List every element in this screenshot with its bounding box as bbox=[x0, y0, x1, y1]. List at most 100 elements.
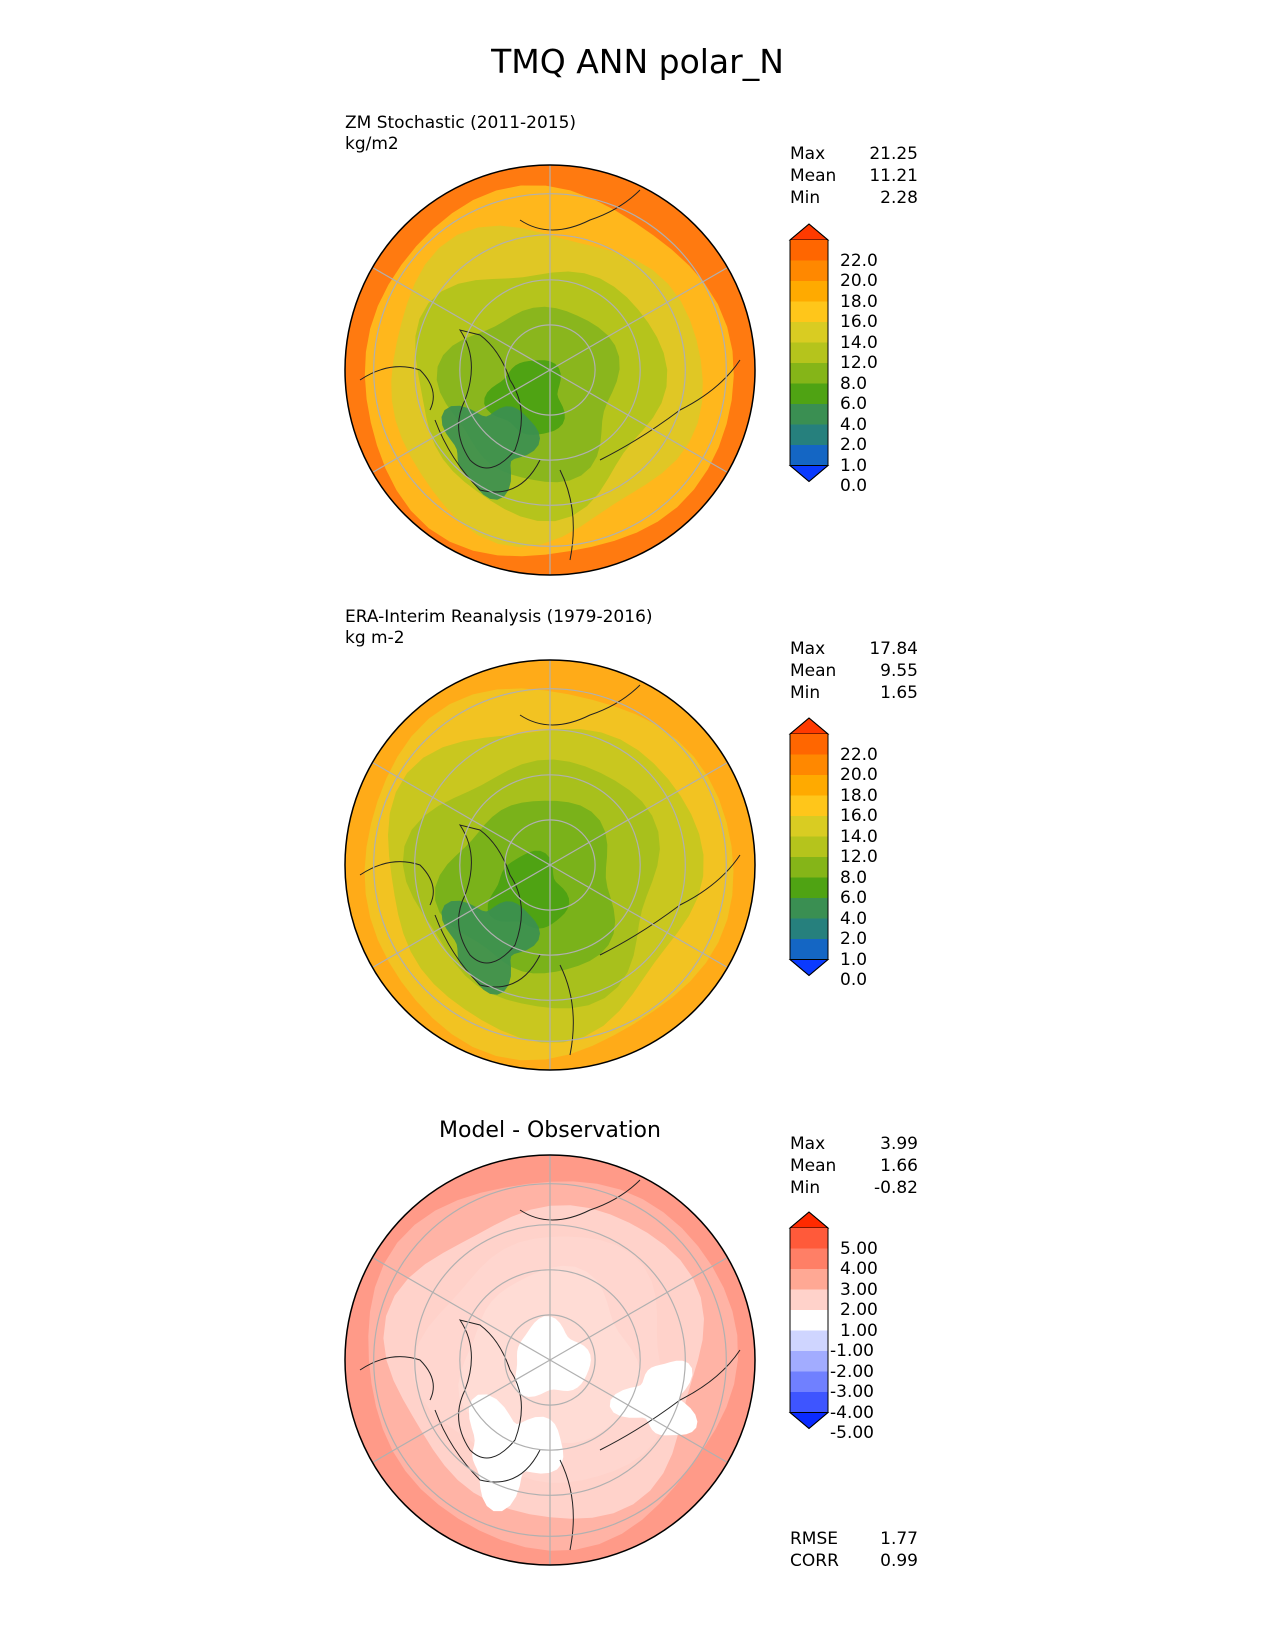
colorbar-tick-label: 16.0 bbox=[840, 312, 878, 332]
colorbar-tick-label: 6.0 bbox=[840, 888, 868, 908]
max-label: Max bbox=[790, 1134, 826, 1154]
colorbar-swatches bbox=[788, 1211, 830, 1430]
colorbar-swatch bbox=[790, 342, 828, 364]
field-contour-core bbox=[515, 1316, 591, 1397]
colorbar-swatches bbox=[788, 223, 830, 483]
rmse-label: RMSE bbox=[790, 1529, 839, 1549]
colorbar-tick-label: 3.00 bbox=[840, 1279, 878, 1300]
colorbar-swatch bbox=[790, 775, 828, 796]
colorbar-swatch bbox=[790, 754, 828, 776]
colorbar-swatch bbox=[790, 445, 828, 466]
colorbar-outline bbox=[789, 223, 829, 483]
colorbar-tick-label: 18.0 bbox=[840, 785, 878, 806]
colorbar-swatch bbox=[790, 281, 828, 302]
colorbar-swatch bbox=[790, 240, 828, 261]
colorbar-tick-label: 4.0 bbox=[840, 908, 868, 929]
panel-test-stats: Max 21.25 Mean 11.21 Min 2.28 bbox=[790, 143, 918, 209]
corr-label: CORR bbox=[790, 1551, 839, 1571]
colorbar-outline bbox=[789, 1211, 829, 1430]
panel-test-name: ZM Stochastic (2011-2015) bbox=[345, 113, 577, 133]
colorbar-tick-label: -3.00 bbox=[830, 1382, 874, 1402]
mean-label: Mean bbox=[790, 661, 837, 681]
colorbar-tick-label: 4.0 bbox=[840, 414, 868, 435]
colorbar-tick-label: 1.0 bbox=[840, 455, 868, 476]
max-value: 17.84 bbox=[869, 639, 918, 659]
colorbar-swatch bbox=[790, 1289, 828, 1311]
colorbar-swatch bbox=[790, 404, 828, 425]
colorbar-swatch bbox=[790, 1351, 828, 1372]
colorbar-extend-min bbox=[788, 1412, 830, 1430]
max-value: 3.99 bbox=[880, 1134, 918, 1154]
polar-map-diff bbox=[344, 1154, 756, 1566]
colorbar-tick-label: 22.0 bbox=[840, 744, 878, 765]
mean-value: 9.55 bbox=[880, 661, 918, 681]
colorbar-tick-label: 6.0 bbox=[840, 394, 868, 414]
colorbar-swatch bbox=[790, 1392, 828, 1413]
colorbar-tick-label: 0.0 bbox=[840, 476, 868, 496]
colorbar-swatch bbox=[790, 1310, 828, 1331]
max-value: 21.25 bbox=[869, 144, 918, 164]
colorbar-tick-label: 14.0 bbox=[840, 332, 878, 353]
colorbar-extend-max bbox=[788, 1211, 830, 1229]
colorbar-tick-label: 5.00 bbox=[840, 1238, 878, 1259]
colorbar-swatch bbox=[790, 260, 828, 282]
panel-diff-stats: Max 3.99 Mean 1.66 Min -0.82 bbox=[790, 1133, 918, 1199]
colorbar-tick-label: 0.0 bbox=[840, 970, 868, 990]
colorbar-tick-label: 2.00 bbox=[840, 1300, 878, 1320]
greenland-low-region bbox=[441, 900, 540, 995]
colorbar-tick-label: 20.0 bbox=[840, 765, 878, 785]
min-value: -0.82 bbox=[874, 1178, 918, 1198]
near-zero-region bbox=[609, 1360, 698, 1436]
colorbar-swatch bbox=[790, 918, 828, 940]
colorbar-tick-label: 12.0 bbox=[840, 353, 878, 373]
figure-title: TMQ ANN polar_N bbox=[491, 42, 784, 81]
polar-map-reference bbox=[344, 659, 756, 1071]
polar-map-test bbox=[344, 164, 756, 576]
panel-reference-stats: Max 17.84 Mean 9.55 Min 1.65 bbox=[790, 638, 918, 704]
colorbar-swatch bbox=[790, 816, 828, 837]
map-boundary bbox=[344, 164, 756, 576]
colorbar-extend-max bbox=[788, 223, 830, 241]
colorbar-swatch bbox=[790, 424, 828, 446]
colorbar-swatches bbox=[788, 717, 830, 977]
max-label: Max bbox=[790, 639, 826, 659]
colorbar-tick-label: -4.00 bbox=[830, 1402, 874, 1423]
min-label: Min bbox=[790, 1178, 821, 1198]
mean-value: 1.66 bbox=[880, 1156, 918, 1176]
corr-value: 0.99 bbox=[880, 1551, 918, 1571]
max-label: Max bbox=[790, 144, 826, 164]
colorbar-swatch bbox=[790, 1269, 828, 1290]
colorbar-swatch bbox=[790, 383, 828, 405]
colorbar-test: 22.0 20.0 18.0 16.0 14.0 12.0 8.0 6.0 4.0 2.0 1.0 0… bbox=[788, 222, 878, 513]
min-label: Min bbox=[790, 188, 821, 208]
colorbar-extend-min bbox=[788, 465, 830, 483]
colorbar-reference: 22.0 20.0 18.0 16.0 14.0 12.0 8.0 6.0 4.0 2.0 1.0 0… bbox=[788, 716, 878, 1007]
colorbar-tick-label: -2.00 bbox=[830, 1361, 874, 1382]
colorbar-tick-label: 16.0 bbox=[840, 806, 878, 826]
colorbar-swatch bbox=[790, 898, 828, 919]
colorbar-tick-label: 22.0 bbox=[840, 250, 878, 271]
rmse-value: 1.77 bbox=[880, 1529, 918, 1549]
colorbar-tick-label: 2.0 bbox=[840, 929, 868, 949]
panel-reference-name: ERA-Interim Reanalysis (1979-2016) bbox=[345, 607, 653, 627]
panel-test-title: ZM Stochastic (2011-2015) kg/m2 bbox=[345, 113, 576, 155]
field-layer bbox=[345, 1155, 755, 1565]
field-layer bbox=[345, 660, 755, 1070]
coastlines bbox=[359, 1179, 741, 1551]
graticule bbox=[372, 1155, 728, 1565]
colorbar-swatch bbox=[790, 322, 828, 343]
coastlines bbox=[359, 189, 741, 561]
colorbar-swatch bbox=[790, 836, 828, 858]
colorbar-swatch bbox=[790, 939, 828, 960]
colorbar-swatch bbox=[790, 363, 828, 384]
colorbar-swatch bbox=[790, 857, 828, 878]
mean-value: 11.21 bbox=[869, 166, 918, 186]
panel-diff-title: Model - Observation bbox=[439, 1118, 661, 1143]
colorbar-swatch bbox=[790, 301, 828, 323]
colorbar-tick-label: 2.0 bbox=[840, 435, 868, 455]
colorbar-tick-label: 8.0 bbox=[840, 867, 868, 888]
panel-test-units: kg/m2 bbox=[345, 134, 399, 154]
field-layer bbox=[345, 165, 755, 575]
map-boundary bbox=[344, 659, 756, 1071]
colorbar-swatch bbox=[790, 1330, 828, 1352]
